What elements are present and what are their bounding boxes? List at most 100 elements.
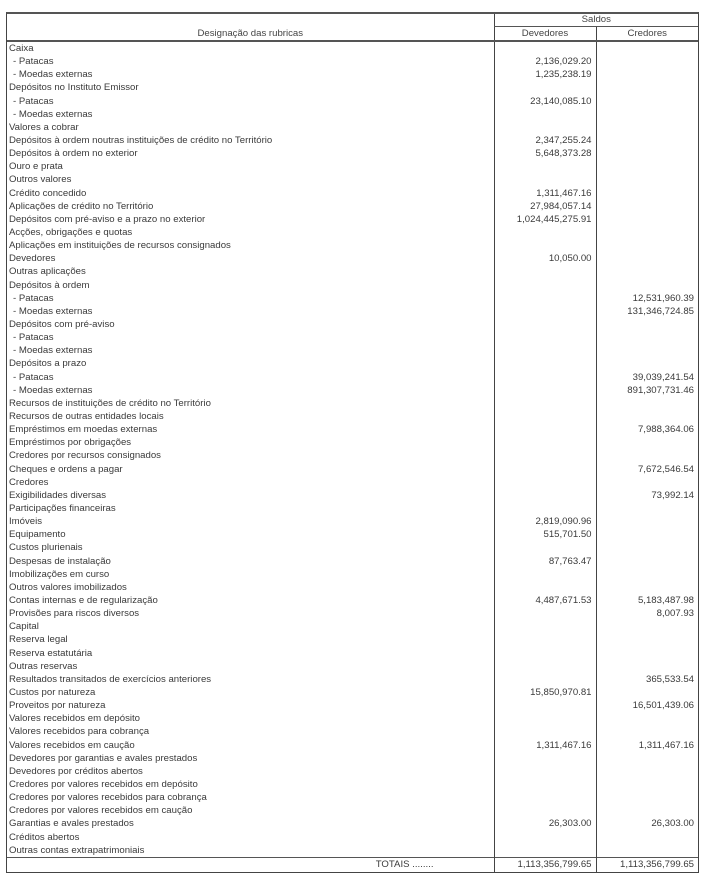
- row-devedores: [493, 423, 596, 437]
- row-credores: 26,303.00: [595, 817, 698, 831]
- table-row: Reserva estatutária: [7, 646, 698, 660]
- row-label: Reserva estatutária: [9, 647, 93, 659]
- row-credores: [595, 751, 698, 765]
- row-credores: [595, 331, 698, 345]
- row-label: Depósitos a prazo: [9, 358, 87, 370]
- row-label: Contas internas e de regularização: [9, 594, 158, 606]
- row-label: Aplicações em instituições de recursos c…: [9, 240, 231, 252]
- row-credores: [595, 804, 698, 818]
- row-label: Depósitos à ordem no exterior: [9, 148, 138, 160]
- table-row: Depósitos à ordem: [7, 278, 698, 292]
- row-credores: [595, 830, 698, 844]
- row-credores: [595, 501, 698, 516]
- row-credores: [595, 515, 698, 529]
- row-credores: [595, 239, 698, 253]
- row-label: - Patacas: [13, 332, 54, 344]
- table-row: Créditos abertos: [7, 830, 698, 844]
- row-credores: [595, 541, 698, 555]
- row-devedores: [493, 436, 596, 450]
- row-credores: [595, 436, 698, 450]
- row-credores: 39,039,241.54: [595, 370, 698, 384]
- row-devedores: [493, 383, 596, 397]
- row-label: Provisões para riscos diversos: [9, 608, 140, 620]
- header-credores: Credores: [595, 26, 698, 42]
- table-row: Depósitos no Instituto Emissor: [7, 81, 698, 95]
- table-row: Aplicações de crédito no Território 27,98…: [7, 199, 698, 213]
- table-row: Devedores por créditos abertos: [7, 764, 698, 778]
- row-label: - Moedas externas: [13, 384, 93, 396]
- row-credores: [595, 777, 698, 792]
- row-label: Credores por valores recebidos em depósi…: [9, 778, 198, 790]
- table-row: Credores por valores recebidos para cobr…: [7, 791, 698, 805]
- row-devedores: [493, 331, 596, 345]
- table-row: Valores recebidos para cobrança: [7, 725, 698, 739]
- row-devedores: [493, 317, 596, 332]
- row-devedores: [493, 160, 596, 174]
- table-row: Caixa: [7, 41, 698, 56]
- table-row: Outras contas extrapatrimoniais: [7, 843, 698, 858]
- table-row: Reserva legal: [7, 633, 698, 647]
- table-row: Equipamento 515,701.50: [7, 528, 698, 542]
- row-label: Garantias e avales prestados: [9, 818, 134, 830]
- totals-credores: 1,113,356,799.65: [595, 856, 698, 872]
- table-row: Valores recebidos em depósito: [7, 712, 698, 726]
- row-label: Outras reservas: [9, 660, 78, 672]
- row-credores: [595, 252, 698, 266]
- table-row: Exigibilidades diversas 73,992.14: [7, 488, 698, 502]
- table-row: Depósitos com pré-aviso: [7, 317, 698, 332]
- row-label: - Moedas externas: [13, 108, 93, 120]
- row-credores: 1,311,467.16: [595, 738, 698, 752]
- row-credores: [595, 173, 698, 187]
- table-row: Capital: [7, 620, 698, 634]
- row-credores: 8,007.93: [595, 607, 698, 621]
- balance-table: Designação das rubricas Saldos Devedores…: [6, 12, 699, 873]
- row-devedores: [493, 475, 596, 489]
- row-label: Recursos de instituições de crédito no T…: [9, 397, 211, 409]
- table-row: - Moedas externas 891,307,731.46: [7, 383, 698, 397]
- table-row: Aplicações em instituições de recursos c…: [7, 239, 698, 253]
- row-devedores: 26,303.00: [493, 817, 596, 831]
- row-devedores: 87,763.47: [493, 554, 596, 568]
- row-credores: [595, 475, 698, 489]
- row-credores: [595, 160, 698, 174]
- row-label: Proveitos por natureza: [9, 700, 106, 712]
- row-credores: [595, 199, 698, 213]
- row-credores: [595, 265, 698, 279]
- row-credores: 12,531,960.39: [595, 291, 698, 305]
- table-row: Cheques e ordens a pagar 7,672,546.54: [7, 462, 698, 476]
- row-devedores: [493, 225, 596, 240]
- row-devedores: [493, 567, 596, 581]
- row-devedores: [493, 81, 596, 95]
- table-row: Contas internas e de regularização 4,487,…: [7, 593, 698, 608]
- row-label: Credores por valores recebidos para cobr…: [9, 792, 207, 804]
- table-row: Crédito concedido 1,311,467.16: [7, 186, 698, 200]
- row-devedores: 1,311,467.16: [493, 738, 596, 752]
- table-row: Credores por valores recebidos em depósi…: [7, 777, 698, 792]
- row-devedores: [493, 501, 596, 516]
- row-devedores: 2,136,029.20: [493, 55, 596, 69]
- row-credores: [595, 396, 698, 410]
- row-label: Outros valores: [9, 174, 72, 186]
- table-row: Outros valores imobilizados: [7, 580, 698, 594]
- row-devedores: [493, 751, 596, 765]
- row-devedores: [493, 357, 596, 371]
- row-devedores: [493, 541, 596, 555]
- row-devedores: [493, 804, 596, 818]
- row-label: Despesas de instalação: [9, 555, 111, 567]
- row-devedores: [493, 304, 596, 318]
- row-label: Outros valores imobilizados: [9, 581, 127, 593]
- row-label: Devedores por garantias e avales prestad…: [9, 752, 198, 764]
- row-credores: [595, 659, 698, 673]
- row-credores: [595, 712, 698, 726]
- table-row: Devedores por garantias e avales prestad…: [7, 751, 698, 765]
- row-label: Devedores: [9, 253, 56, 265]
- row-devedores: [493, 699, 596, 713]
- row-label: Ouro e prata: [9, 161, 63, 173]
- row-credores: [595, 41, 698, 56]
- row-devedores: 5,648,373.28: [493, 147, 596, 161]
- row-devedores: [493, 764, 596, 778]
- row-label: Recursos de outras entidades locais: [9, 411, 164, 422]
- row-credores: 73,992.14: [595, 488, 698, 502]
- row-label: Caixa: [9, 43, 34, 55]
- totals-devedores: 1,113,356,799.65: [493, 856, 596, 872]
